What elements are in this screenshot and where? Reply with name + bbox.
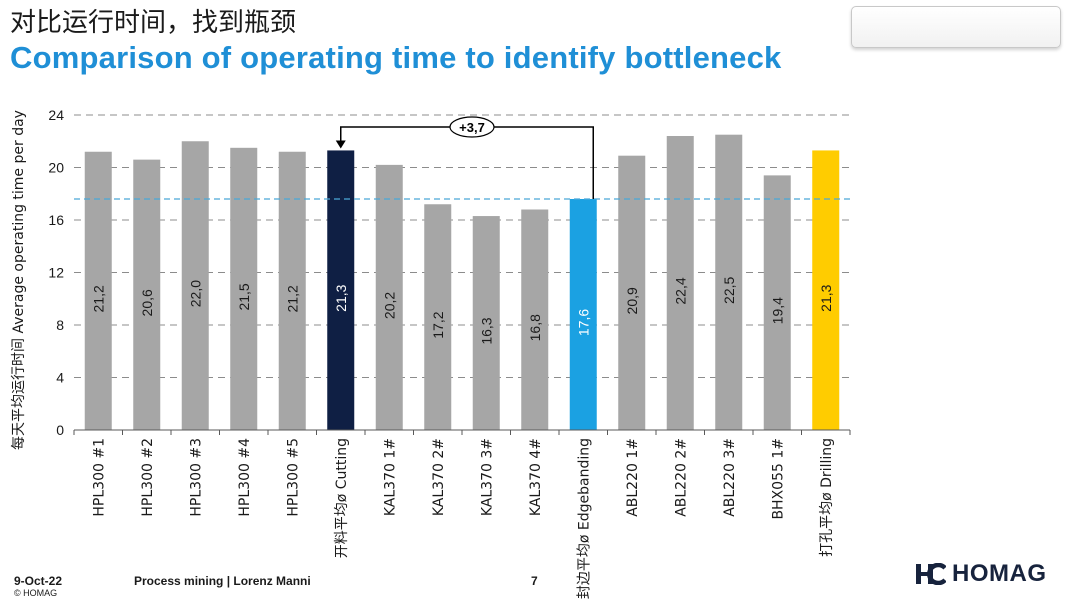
bar: [278, 151, 306, 430]
bar: [84, 151, 112, 430]
y-tick-label: 8: [56, 317, 64, 333]
data-label: 20,2: [381, 292, 397, 319]
annotation-bubble: [449, 116, 495, 138]
page-title-english: Comparison of operating time to identify…: [10, 40, 782, 75]
homag-logo-icon: [916, 563, 946, 585]
bar: [327, 150, 355, 430]
page-title-chinese: 对比运行时间，找到瓶颈: [10, 8, 297, 38]
bar: [715, 134, 743, 430]
x-category-label: HPL300 #5: [285, 438, 301, 517]
y-tick-label: 12: [48, 265, 64, 281]
bar: [618, 155, 646, 430]
x-category-label: KAL370 1#: [382, 438, 398, 516]
bar: [472, 216, 500, 430]
x-category-label: 打孔平均ø Drilling: [818, 438, 835, 557]
data-label: 22,4: [672, 277, 688, 304]
data-label: 17,6: [575, 309, 591, 336]
x-category-label: HPL300 #2: [140, 438, 156, 517]
bar: [812, 150, 840, 430]
data-label: 20,9: [624, 287, 640, 314]
x-category-label: ABL220 1#: [625, 438, 641, 517]
x-category-label: HPL300 #4: [237, 438, 253, 517]
y-tick-label: 4: [56, 370, 64, 386]
data-label: 21,5: [236, 283, 252, 310]
data-label: 22,0: [187, 280, 203, 307]
bar: [230, 147, 258, 430]
x-category-label: KAL370 3#: [479, 438, 495, 516]
homag-logo: HOMAG: [916, 560, 1047, 587]
bar: [666, 136, 694, 430]
bar: [375, 164, 403, 430]
x-category-label: HPL300 #1: [91, 438, 107, 517]
annotation-arrowhead: [335, 140, 346, 149]
x-category-label: ABL220 2#: [673, 438, 689, 517]
data-label: 21,2: [284, 285, 300, 312]
data-label: 16,8: [527, 314, 543, 341]
annotation-label: +3,7: [459, 120, 485, 135]
y-tick-label: 24: [48, 107, 64, 123]
x-category-label: 开料平均ø Cutting: [334, 438, 350, 558]
x-category-label: BHX055 1#: [770, 438, 786, 520]
bar: [181, 141, 209, 430]
x-category-label: 封边平均ø Edgebanding: [576, 438, 592, 599]
y-tick-label: 16: [48, 212, 64, 228]
bar: [521, 209, 549, 430]
x-category-label: KAL370 4#: [528, 438, 544, 516]
bar: [569, 199, 597, 430]
y-tick-label: 0: [56, 422, 64, 438]
data-label: 20,6: [139, 289, 155, 316]
homag-logo-text: HOMAG: [952, 560, 1047, 587]
data-label: 21,3: [818, 284, 834, 311]
footer-date: 9-Oct-22: [14, 574, 63, 588]
data-label: 17,2: [430, 311, 446, 338]
x-category-label: HPL300 #3: [188, 438, 204, 517]
data-label: 19,4: [769, 297, 785, 324]
data-label: 21,2: [90, 285, 106, 312]
bar: [763, 175, 791, 430]
placeholder-box: [851, 6, 1061, 48]
footer-copyright: © HOMAG: [14, 588, 58, 598]
y-tick-label: 20: [48, 160, 64, 176]
data-label: 16,3: [478, 317, 494, 344]
x-category-label: KAL370 2#: [431, 438, 447, 516]
data-label: 21,3: [333, 284, 349, 311]
bar: [424, 204, 452, 430]
data-label: 22,5: [721, 277, 737, 304]
footer-page-number: 7: [531, 574, 538, 588]
bar: [133, 159, 161, 430]
x-category-label: ABL220 3#: [722, 438, 738, 517]
footer-presentation-info: Process mining | Lorenz Manni: [134, 574, 311, 588]
